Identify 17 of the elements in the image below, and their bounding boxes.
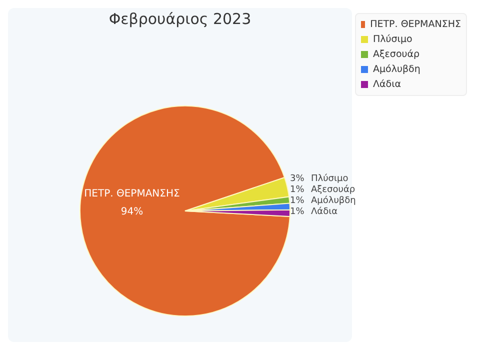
- data-label: 1%: [290, 207, 305, 217]
- data-label: 94%: [120, 206, 144, 218]
- slice-label: Πλύσιμο: [311, 173, 349, 184]
- data-label: 3%: [290, 174, 305, 184]
- slice-label: Αμόλυβδη: [311, 195, 356, 206]
- slice-label: Λάδια: [311, 206, 338, 217]
- slice-label: ΠΕΤΡ. ΘΕΡΜΑΝΣΗΣ: [84, 188, 180, 200]
- legend-label: Αξεσουάρ: [373, 48, 420, 62]
- chart-title: Φεβρουάριος 2023: [108, 10, 252, 28]
- data-label: 1%: [290, 185, 305, 195]
- data-label: 1%: [290, 196, 305, 206]
- legend-label: Πλύσιμο: [373, 33, 412, 47]
- pie-slice: [80, 106, 290, 316]
- legend-label: Αμόλυβδη: [373, 63, 420, 77]
- legend-label: Λάδια: [373, 78, 402, 92]
- slice-label: Αξεσουάρ: [311, 184, 356, 195]
- legend-label: ΠΕΤΡ. ΘΕΡΜΑΝΣΗΣ: [370, 18, 461, 32]
